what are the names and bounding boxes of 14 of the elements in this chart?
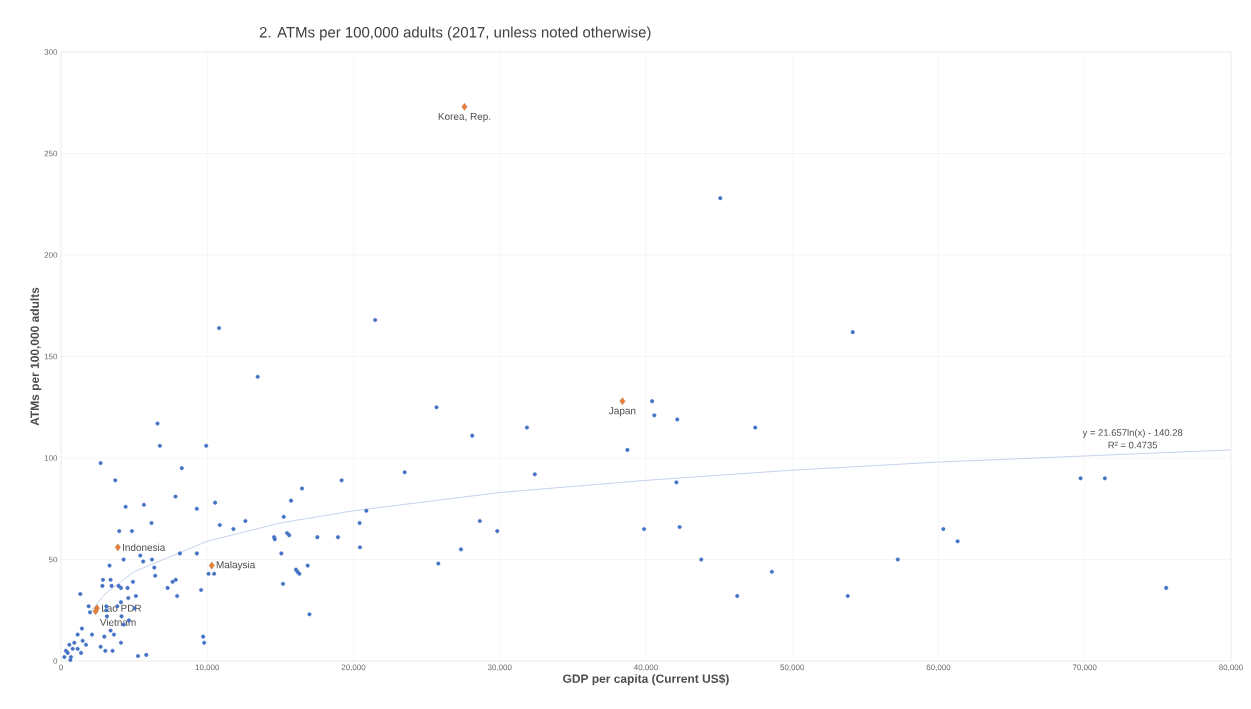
line-series [89, 449, 1232, 613]
annotation: y = 21.657ln(x) - 140.28 [1082, 429, 1183, 438]
chart-title: 2. ATMs per 100,000 adults (2017, unless noted otherwise) [259, 26, 651, 41]
point [92, 607, 99, 616]
y-axis-title: ATMs per 100,000 adults [30, 287, 42, 426]
annotation: Korea, Rep. [438, 113, 491, 122]
x-axis-title: GDP per capita (Current US$) [563, 673, 729, 686]
point [208, 561, 215, 570]
annotation: Indonesia [123, 543, 166, 551]
annotation: R² = 0.4735 [1108, 441, 1158, 449]
point [461, 103, 468, 111]
annotation: Malaysia [216, 560, 256, 571]
point [619, 397, 626, 405]
annotation: Japan [609, 407, 636, 417]
